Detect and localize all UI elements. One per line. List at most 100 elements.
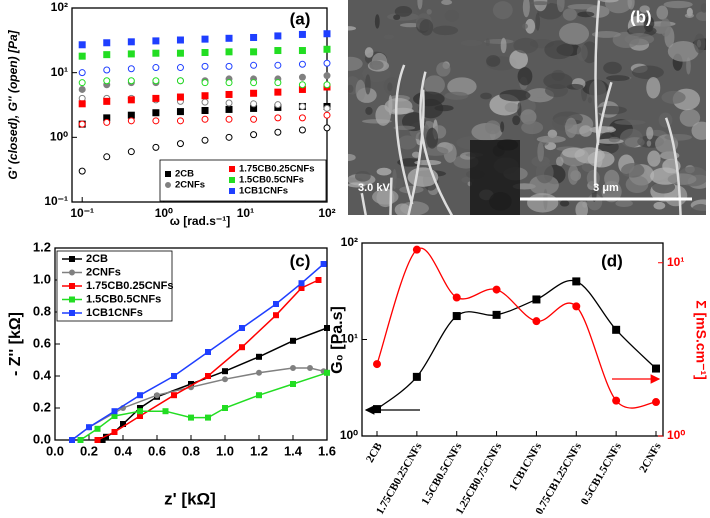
texture — [441, 0, 453, 5]
fiber — [407, 89, 425, 215]
data-point — [250, 61, 258, 69]
y-tick-label: 1.2 — [33, 239, 51, 254]
data-point — [274, 79, 282, 87]
legend-label: 1.5CB0.5CNFs — [86, 293, 161, 305]
data-point — [176, 36, 184, 44]
texture — [579, 125, 593, 137]
panel-label: (b) — [630, 7, 652, 26]
data-point — [152, 143, 160, 151]
texture — [426, 8, 432, 15]
data-point — [225, 115, 233, 123]
data-point — [78, 100, 86, 108]
data-point — [412, 245, 421, 254]
texture — [646, 126, 654, 140]
data-point — [225, 133, 233, 141]
legend-label: 1.75CB0.25CNFs — [239, 164, 315, 175]
series-line — [71, 367, 324, 441]
texture — [568, 164, 579, 185]
legend-label: 2CB — [175, 169, 194, 180]
y-tick-label: 10² — [341, 235, 358, 249]
data-point — [176, 140, 184, 148]
data-point — [205, 373, 211, 379]
data-point — [127, 50, 135, 58]
fiber — [419, 71, 454, 215]
x-axis-label: ω [rad.s⁻¹] — [170, 214, 230, 228]
legend-marker — [69, 310, 75, 316]
fit-curve — [376, 279, 657, 410]
texture — [653, 201, 666, 210]
texture — [544, 40, 574, 60]
data-point — [323, 72, 331, 80]
data-point — [225, 34, 233, 42]
texture — [566, 83, 584, 90]
legend-marker — [69, 296, 75, 303]
texture — [354, 170, 371, 182]
legend-label: 2CNFs — [86, 266, 121, 278]
data-point — [320, 261, 327, 267]
texture — [555, 156, 564, 167]
texture — [589, 126, 616, 134]
panel-label: (a) — [290, 9, 311, 28]
texture — [619, 128, 643, 148]
data-point — [323, 45, 331, 53]
data-point — [201, 136, 209, 144]
texture — [348, 153, 356, 162]
fiber — [360, 192, 367, 215]
data-point — [205, 349, 211, 355]
texture — [691, 121, 706, 140]
texture — [667, 173, 697, 185]
data-point — [323, 59, 331, 67]
data-point — [412, 372, 421, 381]
legend-label: 2CNFs — [175, 180, 205, 191]
texture — [582, 201, 588, 208]
data-point — [492, 285, 501, 294]
dark-region — [470, 140, 520, 215]
texture — [608, 136, 621, 143]
data-point — [86, 424, 92, 431]
texture — [374, 14, 380, 29]
data-point — [532, 295, 541, 304]
legend-marker — [165, 171, 171, 177]
texture — [632, 65, 664, 80]
texture — [535, 12, 541, 31]
texture — [499, 89, 531, 102]
data-point — [324, 369, 330, 376]
y2-axis-label: Σ [mS.cm⁻¹] — [693, 300, 709, 380]
texture — [422, 146, 449, 156]
texture — [348, 26, 357, 31]
data-point — [274, 114, 282, 122]
texture — [394, 6, 413, 17]
texture — [348, 56, 363, 71]
texture — [447, 77, 477, 96]
data-point — [298, 60, 306, 68]
data-point — [78, 41, 86, 49]
texture — [689, 203, 706, 215]
x-tick-label: 10² — [318, 206, 335, 220]
data-point — [239, 344, 245, 351]
texture — [624, 33, 655, 46]
data-point — [274, 128, 282, 136]
data-point — [152, 49, 160, 57]
texture — [536, 135, 566, 143]
texture — [513, 37, 539, 54]
x-tick-label: 1.2 — [250, 443, 268, 458]
data-point — [290, 381, 296, 387]
data-point — [290, 365, 296, 371]
texture — [604, 0, 633, 14]
texture — [603, 61, 622, 75]
texture — [527, 193, 559, 213]
x-tick-label: 2CB — [364, 440, 385, 465]
y-axis-label: G₀ [Pa.s] — [329, 306, 346, 374]
data-point — [201, 92, 209, 100]
texture — [485, 120, 501, 135]
texture — [543, 72, 573, 90]
data-point — [78, 69, 86, 77]
legend-marker — [69, 283, 75, 289]
x-tick-label: 0.6 — [148, 443, 166, 458]
texture — [615, 199, 633, 208]
texture — [509, 49, 528, 69]
data-point — [111, 413, 118, 419]
x-tick-label: 1CB1CNFs — [507, 440, 544, 493]
x-tick-label: 0.0 — [46, 443, 64, 458]
